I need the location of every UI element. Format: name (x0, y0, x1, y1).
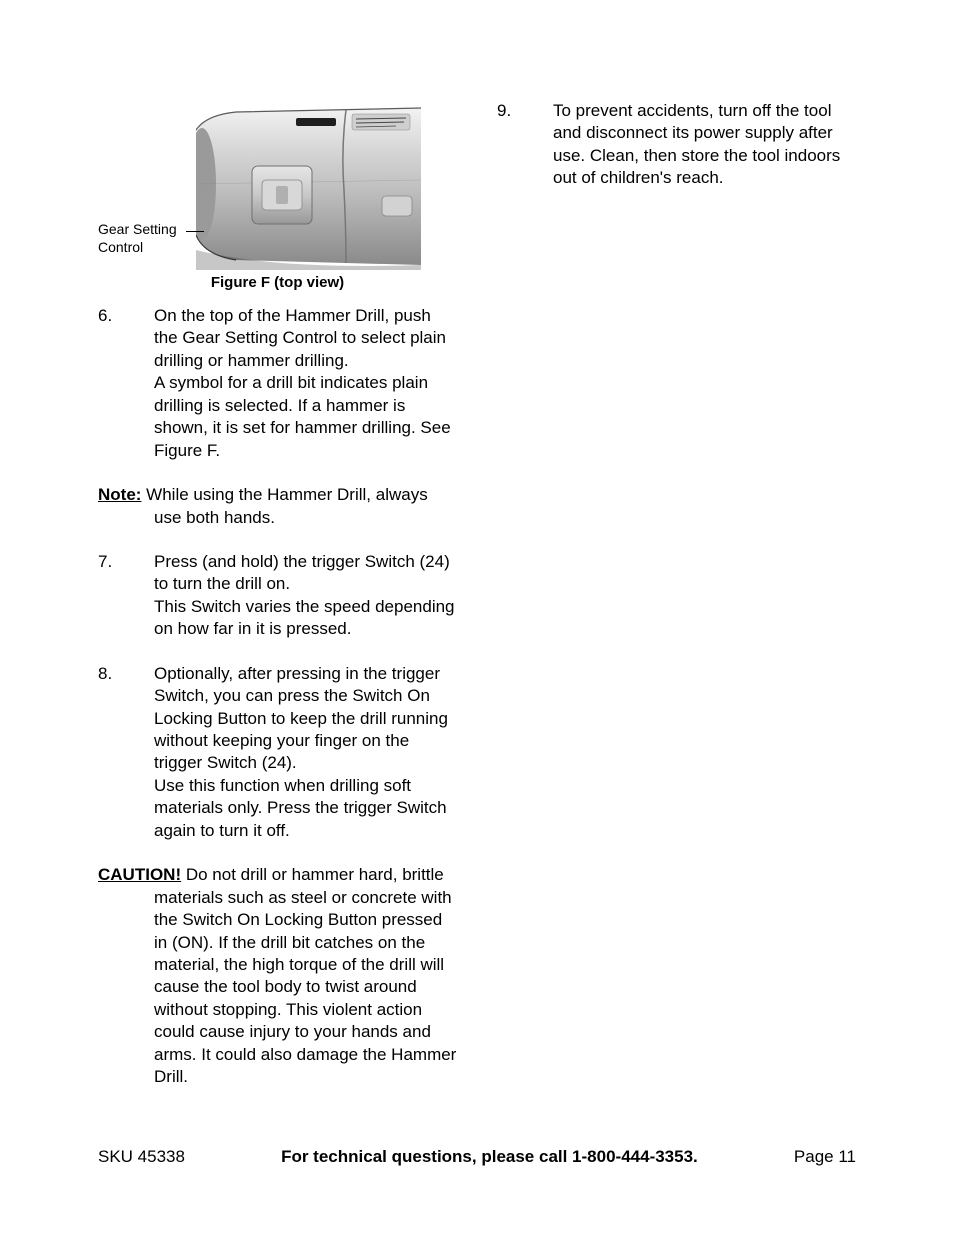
note-text: While using the Hammer Drill, always use… (141, 485, 427, 526)
callout-line (186, 231, 204, 232)
list-item-8: 8. Optionally, after pressing in the tri… (98, 663, 457, 843)
list-item-7: 7. Press (and hold) the trigger Switch (… (98, 551, 457, 641)
figure-caption: Figure F (top view) (98, 274, 457, 291)
item-number: 9. (497, 100, 553, 190)
hammer-drill-top-view-image (196, 100, 421, 270)
left-column: Gear Setting Control (98, 100, 457, 1111)
right-column: 9. To prevent accidents, turn off the to… (497, 100, 856, 1111)
item-number: 7. (98, 551, 154, 641)
list-item-6: 6. On the top of the Hammer Drill, push … (98, 305, 457, 462)
footer-sku: SKU 45338 (98, 1147, 185, 1167)
item-text: Optionally, after pressing in the trigge… (154, 663, 457, 843)
caution-block: CAUTION! Do not drill or hammer hard, br… (98, 864, 457, 1088)
manual-page: Gear Setting Control (0, 0, 954, 1235)
gear-label-line2: Control (98, 239, 143, 255)
note-block: Note: While using the Hammer Drill, alwa… (98, 484, 457, 529)
page-footer: SKU 45338 For technical questions, pleas… (98, 1147, 856, 1167)
footer-support-line: For technical questions, please call 1-8… (281, 1147, 698, 1167)
figure-f-block: Gear Setting Control (98, 100, 457, 291)
drill-illustration-icon (196, 100, 421, 270)
item-text: Press (and hold) the trigger Switch (24)… (154, 551, 457, 641)
item-number: 8. (98, 663, 154, 843)
item-text: To prevent accidents, turn off the tool … (553, 100, 856, 190)
gear-setting-label: Gear Setting Control (98, 221, 196, 270)
note-label: Note: (98, 485, 141, 504)
list-item-9: 9. To prevent accidents, turn off the to… (497, 100, 856, 190)
item-number: 6. (98, 305, 154, 462)
gear-label-line1: Gear Setting (98, 221, 177, 237)
item-text: On the top of the Hammer Drill, push the… (154, 305, 457, 462)
two-column-layout: Gear Setting Control (98, 100, 856, 1111)
caution-text: Do not drill or hammer hard, brittle mat… (154, 865, 456, 1086)
caution-label: CAUTION! (98, 865, 181, 884)
footer-page-number: Page 11 (794, 1147, 856, 1167)
